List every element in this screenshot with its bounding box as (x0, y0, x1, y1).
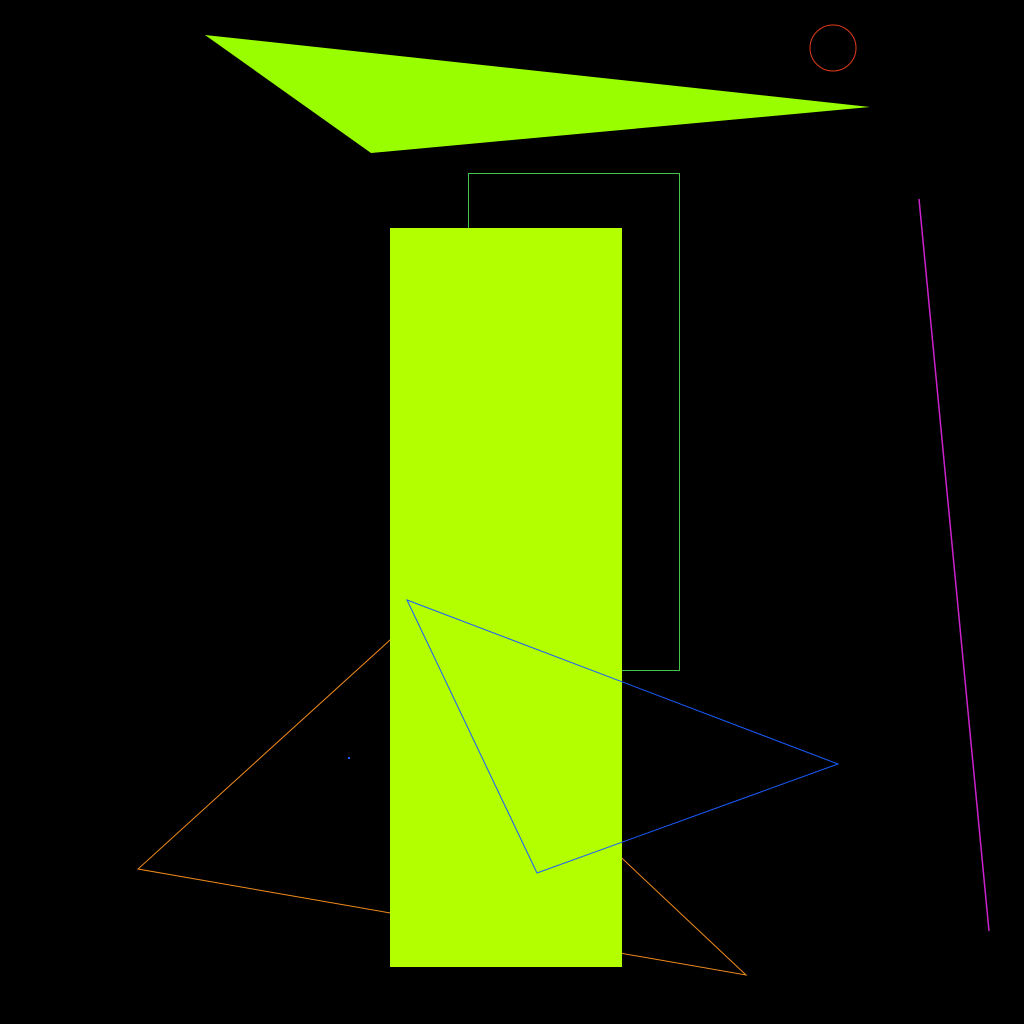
top-filled-triangle (205, 35, 870, 153)
blue-dot (348, 757, 350, 759)
tall-filled-rectangle (390, 228, 622, 967)
magenta-line (918, 198, 990, 932)
blue-outline-triangle (406, 599, 840, 874)
small-outline-circle (809, 24, 857, 72)
